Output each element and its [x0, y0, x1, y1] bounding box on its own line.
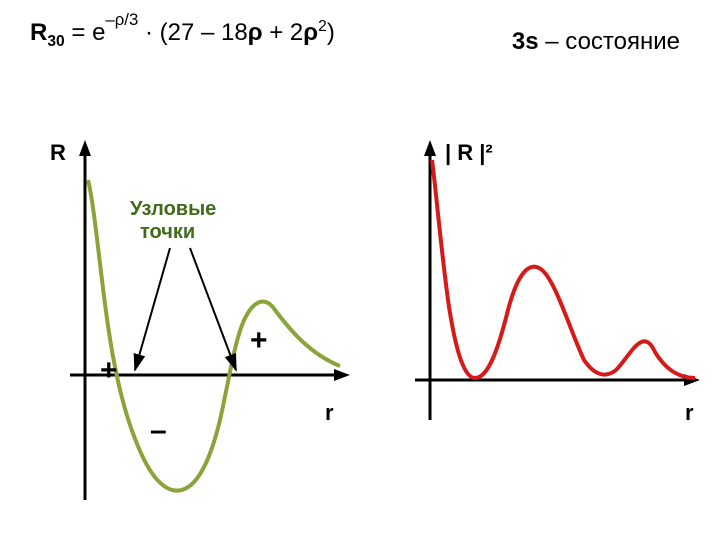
formula-dot: · [138, 19, 159, 46]
left-axes [70, 140, 350, 500]
formula-sq: 2 [318, 18, 327, 35]
right-chart: | R |² r [415, 140, 700, 425]
sign-plus-2: + [250, 324, 268, 357]
right-x-label: r [685, 400, 694, 425]
left-chart: R r Узловые точки + – + [50, 140, 350, 500]
left-y-label: R [50, 140, 66, 165]
formula-poly-open: (27 – 18 [160, 19, 248, 46]
formula-base: e [92, 19, 105, 46]
formula-exponent: –ρ/3 [105, 10, 138, 29]
chart-area: R r Узловые точки + – + [20, 120, 700, 520]
sign-plus-1: + [100, 354, 118, 387]
right-y-arrowhead [424, 140, 436, 156]
formula: R30 = e–ρ/3 · (27 – 18ρ + 2ρ2) [30, 18, 335, 51]
annotation-line2: точки [140, 221, 195, 243]
annotation-line1: Узловые [130, 198, 216, 220]
right-y-label: | R |² [445, 140, 493, 165]
left-x-arrowhead [334, 369, 350, 381]
right-curve [432, 160, 695, 378]
formula-poly-close: ) [327, 19, 335, 46]
formula-mid: + 2 [263, 19, 304, 46]
arrow-to-node-2 [190, 248, 236, 370]
state-title: 3s – состояние [512, 28, 680, 56]
left-x-label: r [325, 400, 334, 425]
left-y-arrowhead [79, 140, 91, 156]
left-curve [88, 180, 340, 491]
state-title-lead: 3s [512, 28, 539, 55]
sign-minus: – [150, 414, 167, 447]
formula-lhs-sub: 30 [47, 33, 64, 50]
formula-rho2: ρ [303, 19, 318, 46]
right-axes [415, 140, 700, 420]
formula-eq: = [65, 19, 92, 46]
arrow-to-node-1 [135, 248, 170, 370]
formula-rho1: ρ [248, 19, 263, 46]
formula-lhs: R [30, 19, 47, 46]
state-title-rest: – состояние [539, 28, 680, 55]
